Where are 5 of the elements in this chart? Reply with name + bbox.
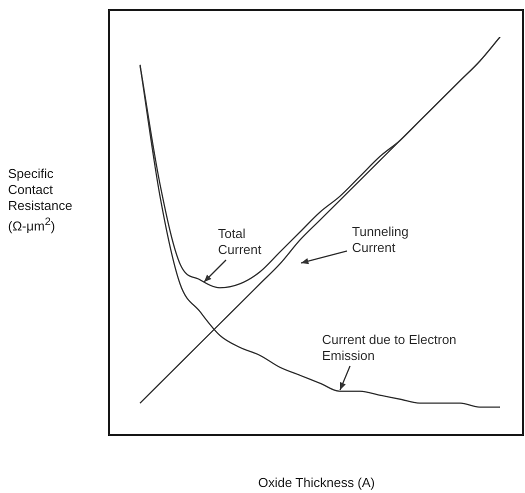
series-label: Total Current	[218, 226, 262, 258]
series-label: Tunneling Current	[352, 224, 410, 256]
x-axis-title: Oxide Thickness (A)	[257, 475, 376, 491]
series-label: Current due to Electron Emission	[322, 332, 458, 364]
y-axis-title: Specific Contact Resistance (Ω-μm$^{2}$)	[8, 166, 74, 234]
